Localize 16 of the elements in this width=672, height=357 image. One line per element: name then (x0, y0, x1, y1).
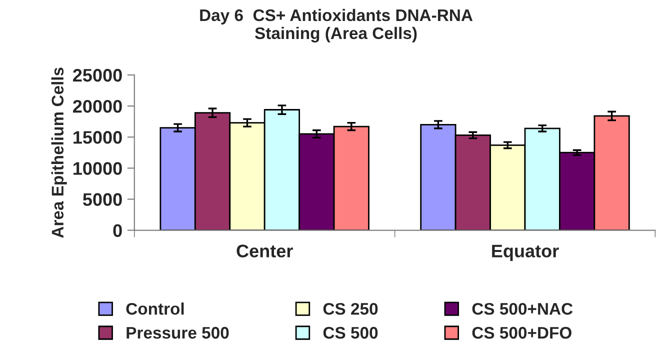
y-tick-label: 10000 (74, 162, 122, 175)
y-axis-title: Area Epithelium Cells (51, 68, 67, 238)
chart-title: Day 6 CS+ Antioxidants DNA-RNA Staining (Area Cells) (200, 8, 473, 42)
y-tick-label: 0 (113, 224, 122, 237)
legend-label: CS 500 (323, 326, 378, 339)
x-tick-label: Equator (492, 244, 559, 261)
legend-label: CS 500+NAC (472, 302, 573, 315)
y-tick-label: 15000 (74, 131, 122, 144)
legend-label: Control (126, 302, 184, 315)
x-tick-label: Center (236, 244, 293, 258)
legend-label: Pressure 500 (126, 326, 229, 339)
y-tick-label: 20000 (73, 100, 122, 113)
y-tick-label: 5000 (82, 193, 122, 206)
legend-label: CS 250 (323, 302, 378, 315)
legend-label: CS 500+DFO (472, 326, 572, 339)
y-tick-label: 25000 (73, 68, 122, 82)
